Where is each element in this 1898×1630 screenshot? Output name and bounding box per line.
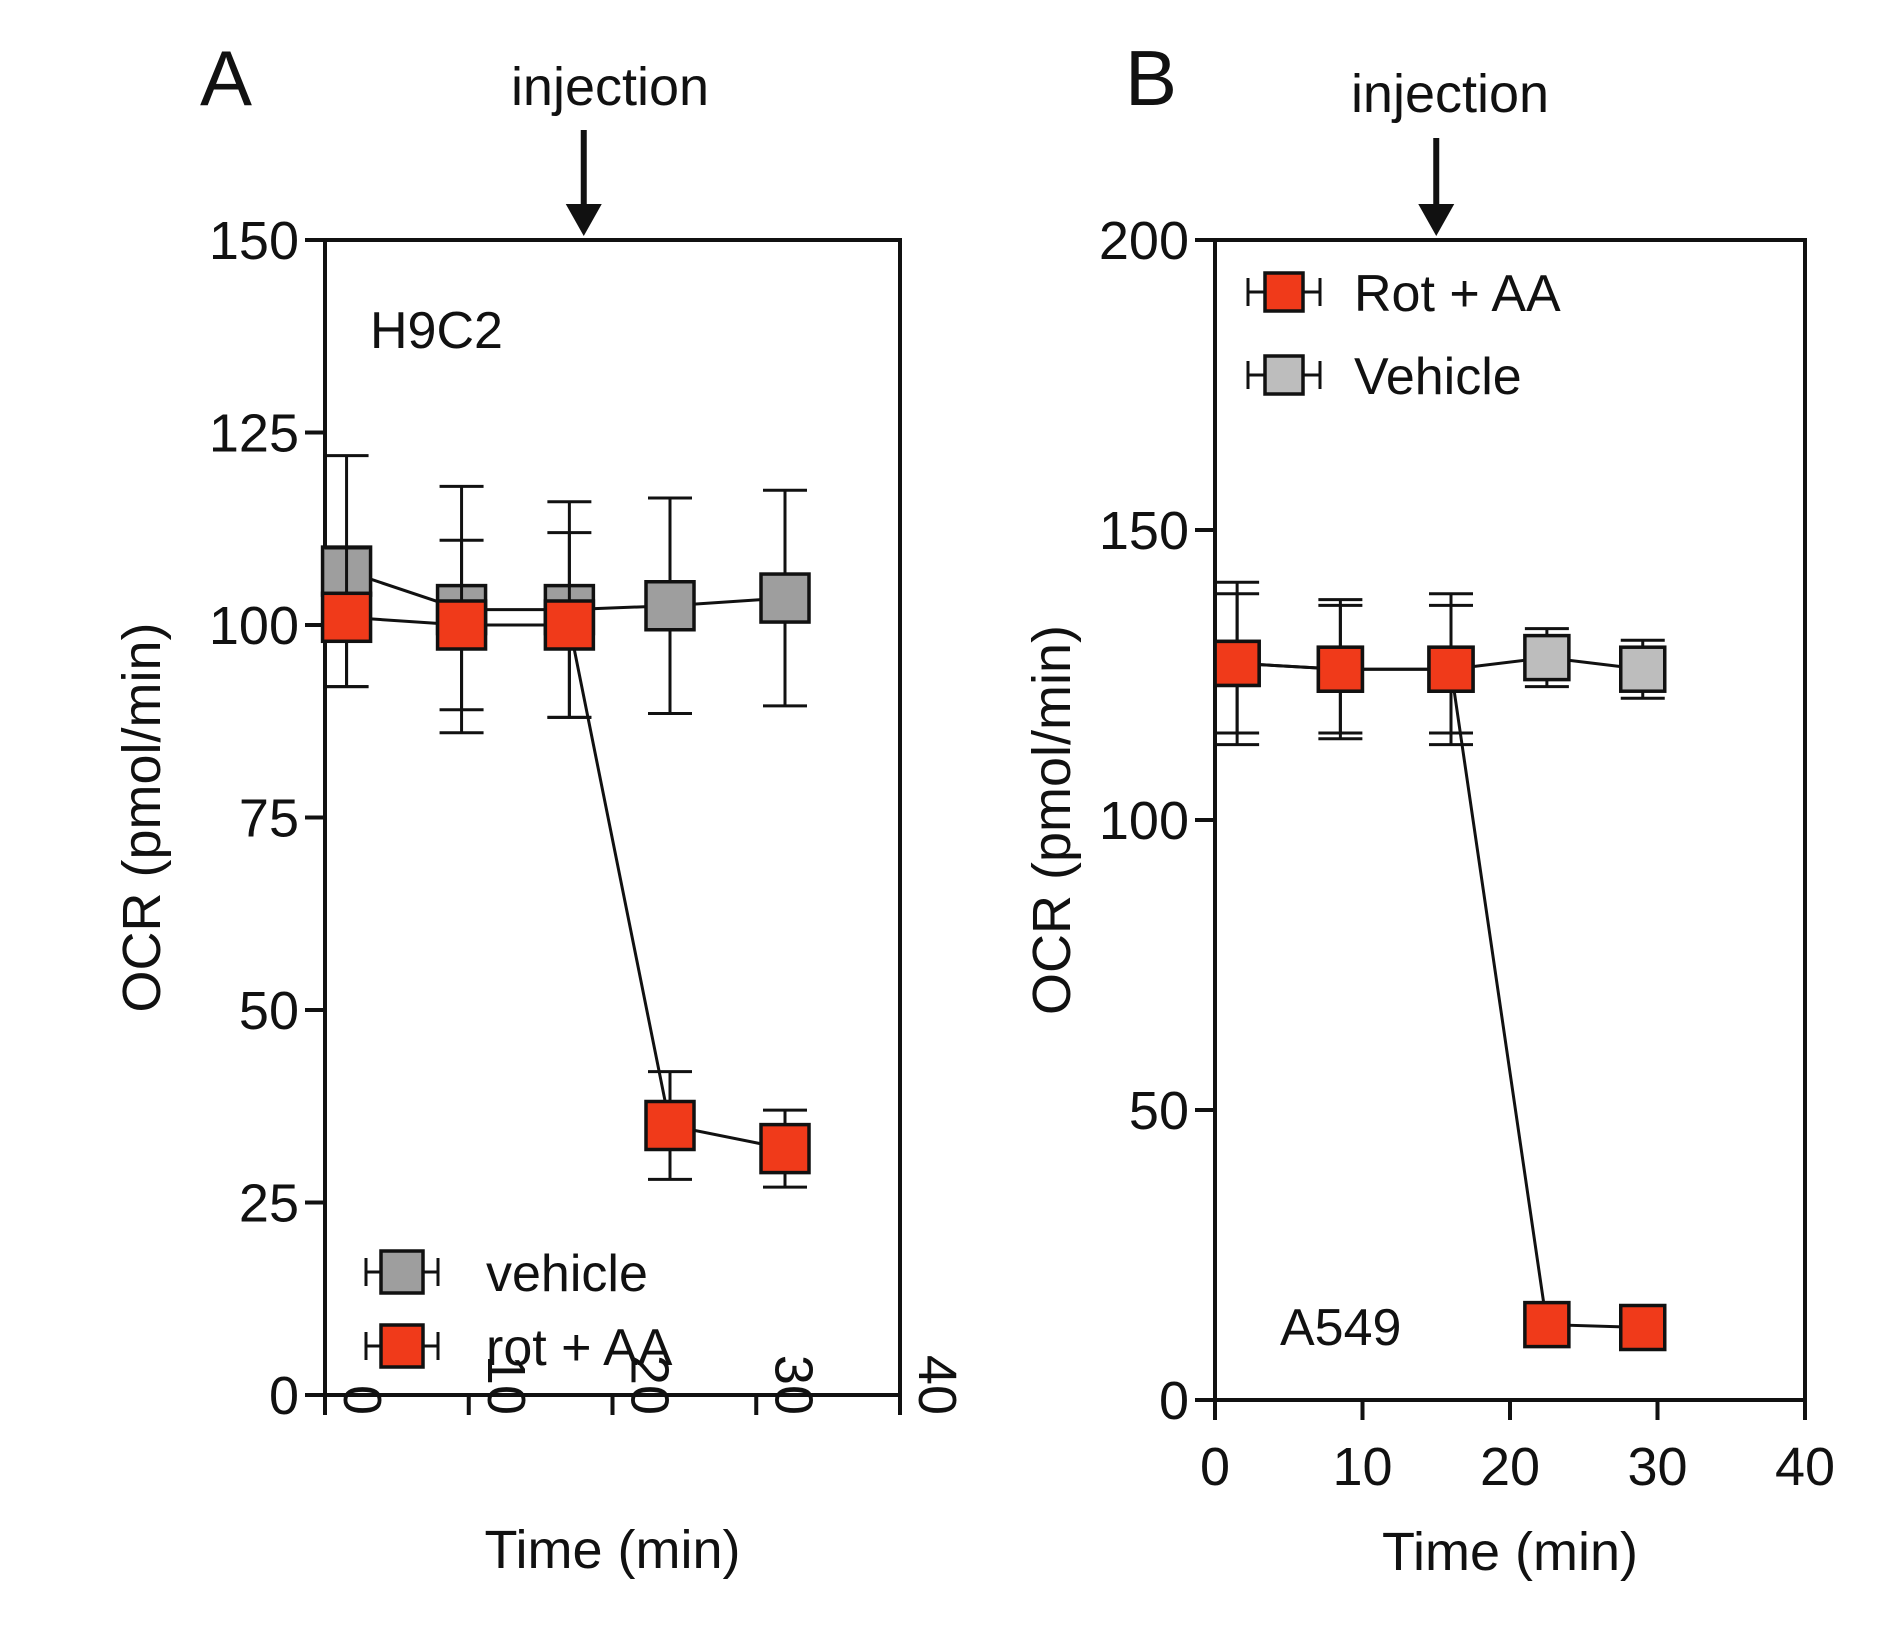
series-line — [346, 615, 786, 1151]
injection-arrow-head — [565, 204, 602, 236]
y-tick-label: 0 — [269, 1366, 299, 1426]
y-tick-label: 0 — [1159, 1371, 1189, 1431]
series-rot-aa — [320, 531, 811, 1189]
x-tick-label: 30 — [1627, 1437, 1687, 1497]
data-point — [1316, 645, 1365, 693]
y-tick-label: 150 — [209, 211, 299, 271]
legend-label: Vehicle — [1354, 348, 1522, 406]
y-tick-label: 200 — [1099, 211, 1189, 271]
y-axis-label: OCR (pmol/min) — [1022, 625, 1082, 1015]
data-point — [1523, 633, 1571, 682]
x-tick-label: 40 — [907, 1355, 967, 1415]
data-point — [1619, 1303, 1667, 1352]
y-tick-label: 100 — [1099, 791, 1189, 851]
y-tick-label: 100 — [209, 596, 299, 656]
legend: vehicle rot + AA — [364, 1245, 673, 1377]
y-tick-label: 125 — [209, 404, 299, 464]
injection-label: injection — [511, 57, 709, 117]
data-point — [1213, 639, 1261, 688]
x-axis-label: Time (min) — [485, 1520, 741, 1580]
data-point — [1619, 645, 1667, 693]
data-point — [1523, 1300, 1571, 1349]
x-axis-label: Time (min) — [1382, 1522, 1638, 1582]
data-point — [644, 580, 696, 632]
legend: Rot + AA Vehicle — [1246, 265, 1561, 406]
series-line — [1237, 661, 1643, 1329]
injection-arrow-head — [1418, 204, 1455, 236]
data-point — [435, 599, 488, 651]
data-point — [759, 1122, 811, 1175]
plot-frame — [1213, 238, 1807, 1402]
panel-letter: B — [1125, 34, 1177, 122]
x-tick-label: 0 — [1200, 1437, 1230, 1497]
data-point — [1427, 645, 1475, 693]
x-tick-label: 10 — [476, 1355, 536, 1415]
x-tick-label: 0 — [332, 1385, 392, 1415]
legend-swatch — [379, 1249, 425, 1295]
data-point — [543, 599, 596, 651]
data-point — [759, 572, 811, 624]
data-point — [320, 591, 373, 644]
panel-letter: A — [200, 34, 252, 122]
legend-swatch — [1263, 354, 1305, 396]
y-tick-label: 25 — [239, 1174, 299, 1234]
legend-swatch — [1263, 271, 1305, 313]
y-tick-label: 75 — [239, 789, 299, 849]
y-axis-label: OCR (pmol/min) — [112, 622, 172, 1012]
cell-line-label: H9C2 — [370, 302, 503, 360]
y-tick-label: 50 — [239, 981, 299, 1041]
injection-label: injection — [1351, 64, 1549, 124]
series-vehicle — [320, 454, 811, 735]
y-tick-label: 50 — [1129, 1081, 1189, 1141]
series-rot-aa — [1213, 580, 1667, 1352]
y-tick-label: 150 — [1099, 501, 1189, 561]
x-tick-label: 20 — [1480, 1437, 1540, 1497]
x-tick-label: 10 — [1332, 1437, 1392, 1497]
plot-frame — [323, 238, 902, 1397]
x-tick-label: 40 — [1775, 1437, 1835, 1497]
legend-label: Rot + AA — [1354, 265, 1561, 323]
cell-line-label: A549 — [1280, 1299, 1401, 1357]
x-tick-label: 20 — [620, 1355, 680, 1415]
legend-label: rot + AA — [486, 1319, 673, 1377]
data-point — [644, 1099, 696, 1152]
x-tick-label: 30 — [763, 1355, 823, 1415]
legend-swatch — [379, 1323, 425, 1369]
legend-label: vehicle — [486, 1245, 648, 1303]
